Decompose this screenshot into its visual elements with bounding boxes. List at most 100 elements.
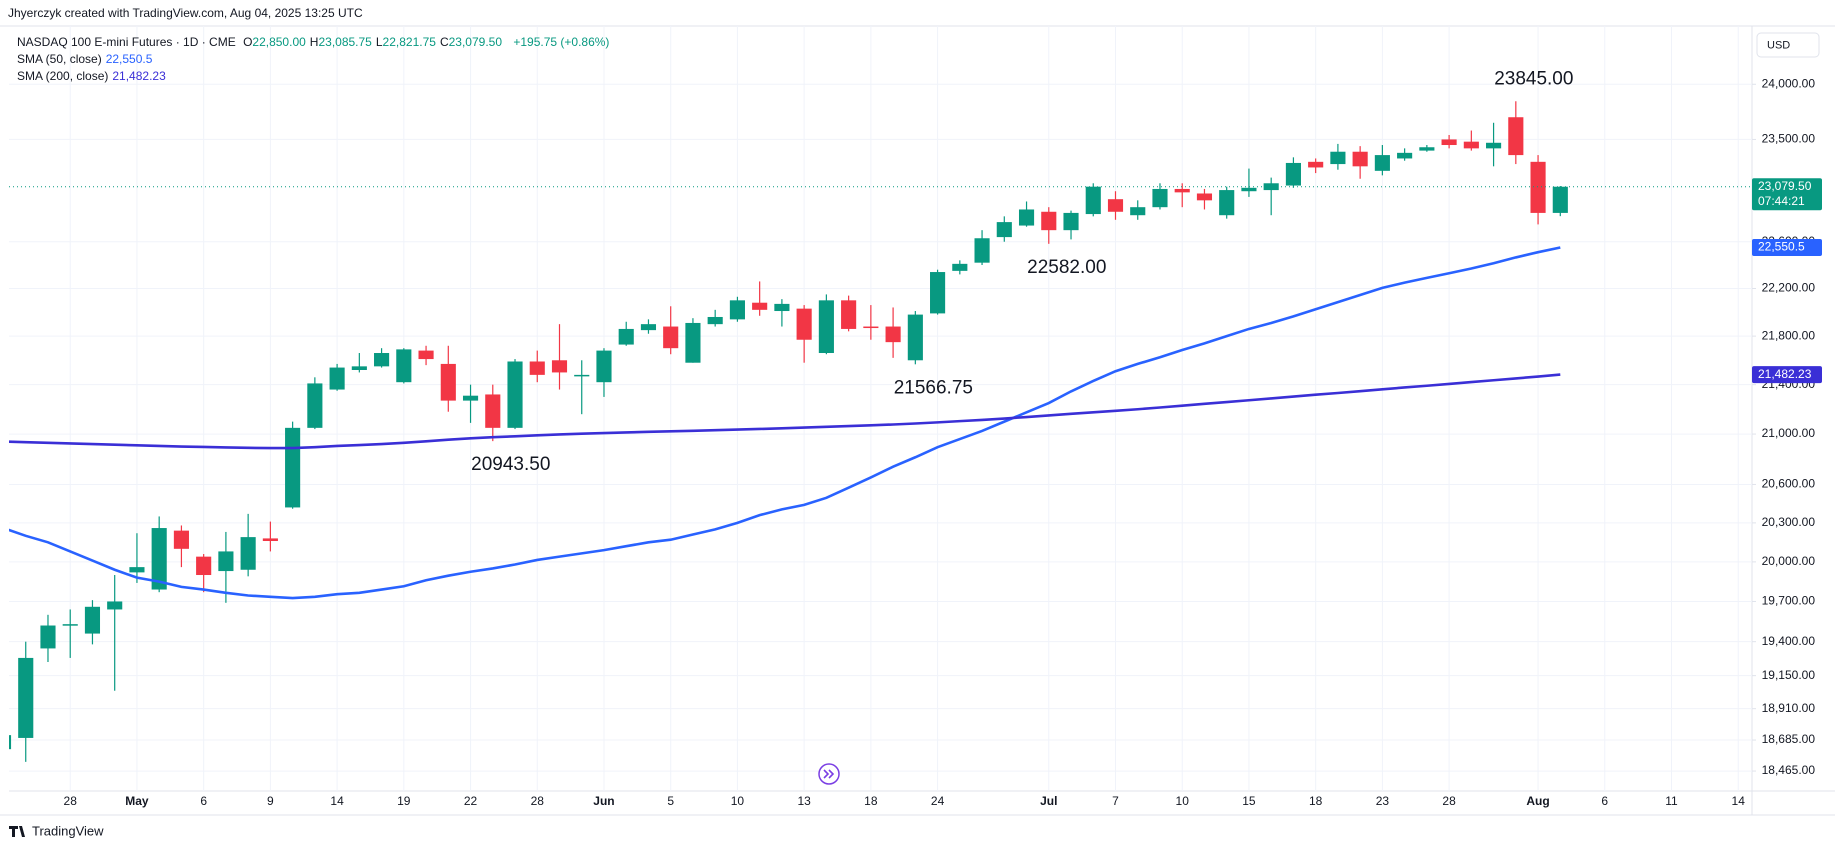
- candle-body: [1352, 151, 1368, 167]
- candle-body: [841, 300, 857, 329]
- annotation: 22582.00: [1027, 257, 1106, 278]
- candle-body: [218, 551, 234, 572]
- candle-body: [62, 624, 78, 626]
- legend: NASDAQ 100 E-mini Futures · 1D · CME O22…: [17, 34, 613, 85]
- legend-row: NASDAQ 100 E-mini Futures · 1D · CME O22…: [17, 34, 613, 51]
- x-tick-label: May: [125, 794, 149, 808]
- y-tick-label: 18,685.00: [1762, 732, 1816, 746]
- candle-body: [374, 353, 390, 367]
- x-tick-label: 14: [1732, 794, 1746, 808]
- candle-body: [1285, 162, 1301, 186]
- x-tick-label: 22: [464, 794, 478, 808]
- candle-body: [818, 300, 834, 354]
- candle-body: [663, 326, 679, 349]
- candle-body: [1552, 186, 1568, 213]
- sma-name: SMA (200, close): [17, 69, 109, 83]
- countdown: 07:44:21: [1758, 194, 1805, 208]
- candle-body: [907, 314, 923, 361]
- y-tick-label: 20,000.00: [1762, 554, 1816, 568]
- brand-icon: [9, 826, 25, 837]
- plot-area: [9, 26, 1752, 791]
- y-tick-label: 20,300.00: [1762, 515, 1816, 529]
- replay-icon[interactable]: [818, 763, 840, 785]
- ohlc: O22,850.00 H23,085.75 L22,821.75 C23,079.50: [243, 35, 506, 49]
- currency: USD: [1767, 39, 1790, 51]
- sma-tag: [1752, 366, 1822, 384]
- candle-body: [1441, 139, 1457, 146]
- candle-body: [1219, 190, 1235, 216]
- candle-body: [262, 538, 278, 542]
- y-tick-label: 20,600.00: [1762, 477, 1816, 491]
- symbol: NASDAQ 100 E-mini Futures · 1D · CME: [17, 35, 236, 49]
- ohlc-value: 22,850.00: [252, 35, 306, 49]
- candle-body: [1486, 142, 1502, 149]
- sma-legend-row: SMA (200, close) 21,482.23: [17, 68, 613, 85]
- x-tick-label: 10: [731, 794, 745, 808]
- x-tick-label: Aug: [1526, 794, 1549, 808]
- brand-logo: [9, 826, 25, 837]
- ohlc-value: 22,821.75: [382, 35, 436, 49]
- candle-body: [707, 316, 723, 325]
- candle-body: [1174, 188, 1190, 193]
- x-tick-label: 28: [531, 794, 545, 808]
- annotation: 21566.75: [894, 377, 973, 398]
- candle-body: [173, 530, 189, 549]
- candle-body: [285, 427, 301, 508]
- x-tick-label: 24: [931, 794, 945, 808]
- sma-value: 21,482.23: [112, 69, 166, 83]
- candle-body: [952, 263, 968, 271]
- x-tick-label: 18: [864, 794, 878, 808]
- candle-body: [729, 300, 745, 320]
- x-tick-label: 11: [1665, 794, 1678, 808]
- candle-body: [18, 657, 34, 738]
- sma-name: SMA (50, close): [17, 52, 102, 66]
- candle-body: [1107, 199, 1124, 212]
- candle-body: [1041, 211, 1057, 231]
- candle-body: [351, 366, 367, 370]
- candle-body: [1308, 161, 1324, 168]
- candle-body: [930, 272, 946, 314]
- annotation: 23845.00: [1494, 68, 1573, 89]
- candle-body: [129, 567, 145, 573]
- x-tick-label: Jul: [1040, 794, 1057, 808]
- brand: TradingView: [32, 823, 104, 838]
- x-tick-label: 28: [1442, 794, 1456, 808]
- candle-body: [196, 556, 212, 576]
- ohlc-value: 23,085.75: [318, 35, 372, 49]
- candle-body: [507, 361, 523, 428]
- replay-arrow: [823, 769, 835, 779]
- candle-body: [396, 349, 412, 383]
- y-tick-label: 18,465.00: [1762, 763, 1816, 777]
- change: +195.75 (+0.86%): [513, 35, 610, 49]
- close-tag-label: 23,079.50: [1758, 179, 1812, 193]
- candle-body: [863, 326, 879, 329]
- ohlc-key: H: [309, 35, 319, 49]
- x-tick-label: 18: [1309, 794, 1323, 808]
- candle-body: [1530, 161, 1546, 213]
- candle-body: [307, 383, 323, 428]
- sma-tag-label: 21,482.23: [1758, 367, 1812, 381]
- sma-tag-label: 22,550.5: [1758, 240, 1805, 254]
- candle-body: [329, 367, 345, 390]
- candle-body: [640, 324, 657, 331]
- y-tick-label: 22,200.00: [1762, 281, 1816, 295]
- candle-body: [596, 350, 612, 383]
- sma-value: 22,550.5: [105, 52, 153, 66]
- y-tick-label: 19,700.00: [1762, 594, 1816, 608]
- candle-body: [685, 322, 701, 363]
- x-tick-label: 6: [200, 794, 207, 808]
- annotation: 20943.50: [471, 454, 550, 475]
- candle-body: [240, 537, 256, 570]
- candle-body: [1130, 207, 1146, 216]
- candle-body: [1263, 183, 1279, 191]
- candle-body: [84, 606, 101, 634]
- candle-body: [1085, 186, 1101, 215]
- x-tick-label: 15: [1242, 794, 1256, 808]
- x-tick-label: 5: [667, 794, 674, 808]
- currency-button[interactable]: [1756, 32, 1820, 58]
- x-tick-label: 10: [1176, 794, 1190, 808]
- candle-body: [752, 302, 768, 310]
- y-tick-label: 19,150.00: [1762, 668, 1816, 682]
